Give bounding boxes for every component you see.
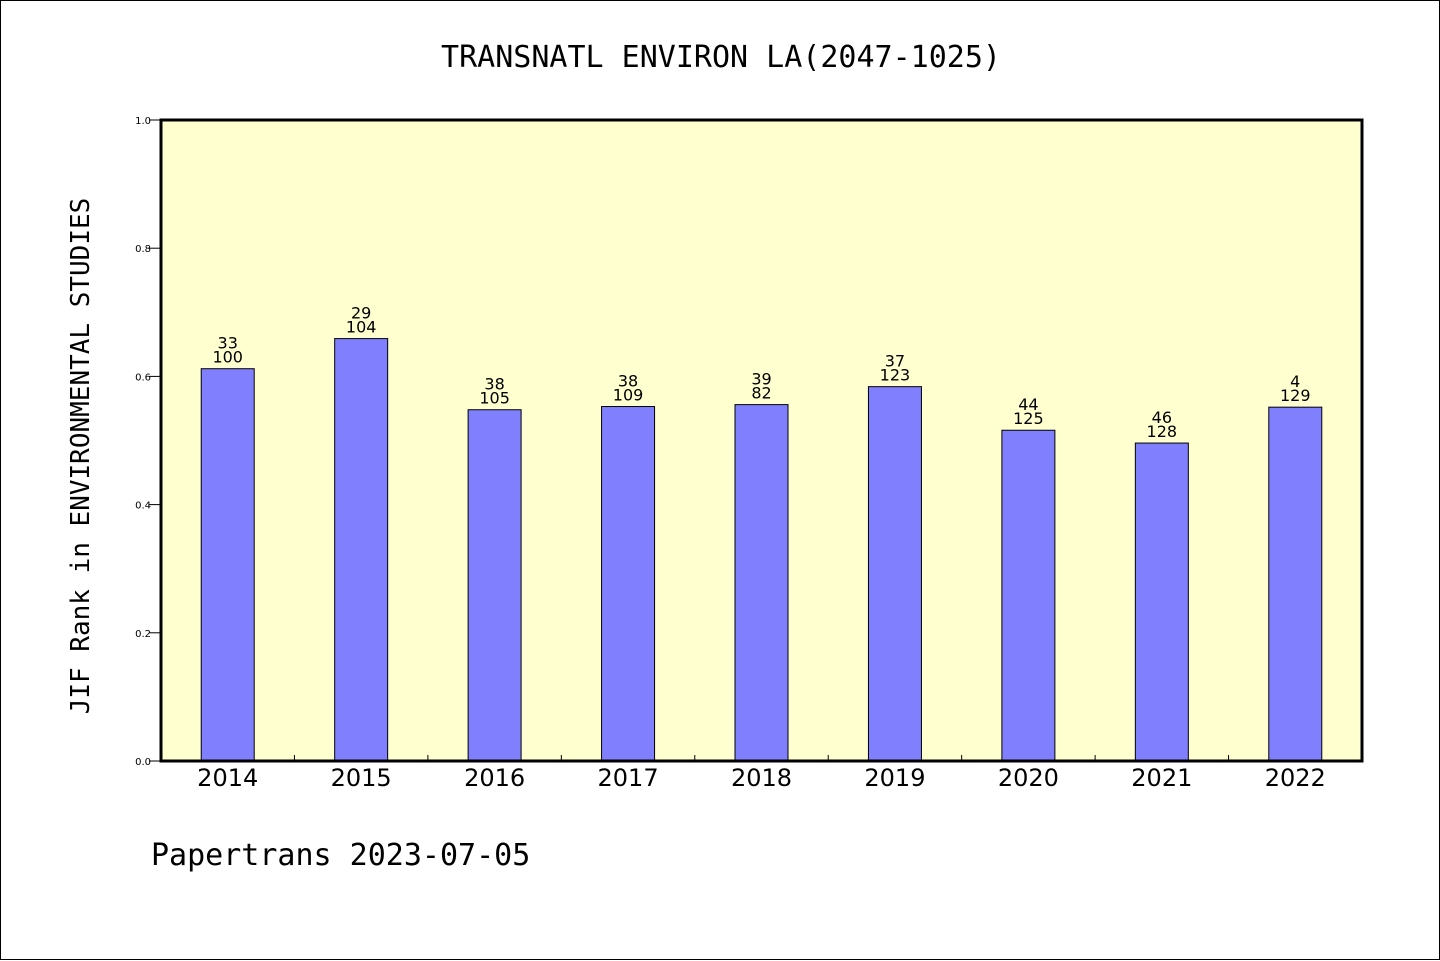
bars xyxy=(200,338,1323,762)
bar-rank-label: 46 xyxy=(1152,408,1172,427)
bar-2019 xyxy=(867,386,922,762)
bar-total-label: 129 xyxy=(1280,386,1311,405)
footer-credit: Papertrans 2023-07-05 xyxy=(151,838,530,873)
bar-2020 xyxy=(1001,429,1056,762)
bar-total-label: 123 xyxy=(880,366,911,385)
y-tick-label: 1.0 xyxy=(135,116,151,127)
bar-rank-label: 44 xyxy=(1018,395,1038,414)
bar-total-label: 104 xyxy=(346,318,377,337)
bar-rank-label: 38 xyxy=(618,372,638,391)
x-tick-label: 2020 xyxy=(998,764,1059,792)
y-tick-label: 0.0 xyxy=(135,757,151,768)
bar-total-label: 82 xyxy=(751,384,771,403)
plot-border xyxy=(159,118,1364,763)
x-tick-label: 2015 xyxy=(331,764,392,792)
chart-title: TRANSNATL ENVIRON LA(2047-1025) xyxy=(441,40,1001,75)
y-tick-label: 0.4 xyxy=(135,501,151,512)
bar-total-label: 125 xyxy=(1013,409,1044,428)
y-tick-label: 0.6 xyxy=(135,372,151,383)
bar-total-label: 105 xyxy=(479,389,510,408)
bar-2015 xyxy=(334,338,389,762)
bar-rank-label: 4 xyxy=(1290,372,1300,391)
bar-2022 xyxy=(1268,406,1323,762)
bar-rank-label: 39 xyxy=(751,370,771,389)
bar-total-label: 128 xyxy=(1147,422,1178,441)
bar-2016 xyxy=(467,409,522,762)
bar-2018 xyxy=(734,404,789,762)
bar-2014 xyxy=(200,368,255,762)
x-tick-label: 2017 xyxy=(598,764,659,792)
bar-total-label: 109 xyxy=(613,386,644,405)
x-axis-tick-labels: 2014 2015 2016 2017 2018 2019 2020 2021 2022 xyxy=(197,764,1326,792)
y-axis-label: JIF Rank in ENVIRONMENTAL STUDIES xyxy=(66,198,96,715)
bar-2017 xyxy=(601,406,656,762)
y-tick-label: 0.2 xyxy=(135,629,151,640)
x-tick-label: 2021 xyxy=(1131,764,1192,792)
bar-rank-label: 29 xyxy=(351,304,371,323)
bar-total-label: 100 xyxy=(212,348,243,367)
bar-rank-label: 33 xyxy=(218,334,238,353)
bar-rank-label: 37 xyxy=(885,352,905,371)
x-tick-label: 2022 xyxy=(1265,764,1326,792)
bar-rank-label: 38 xyxy=(484,375,504,394)
bar-2021 xyxy=(1134,442,1189,762)
x-tick-label: 2019 xyxy=(864,764,925,792)
x-tick-label: 2014 xyxy=(197,764,258,792)
y-tick-label: 0.8 xyxy=(135,244,151,255)
x-tick-label: 2016 xyxy=(464,764,525,792)
x-tick-label: 2018 xyxy=(731,764,792,792)
